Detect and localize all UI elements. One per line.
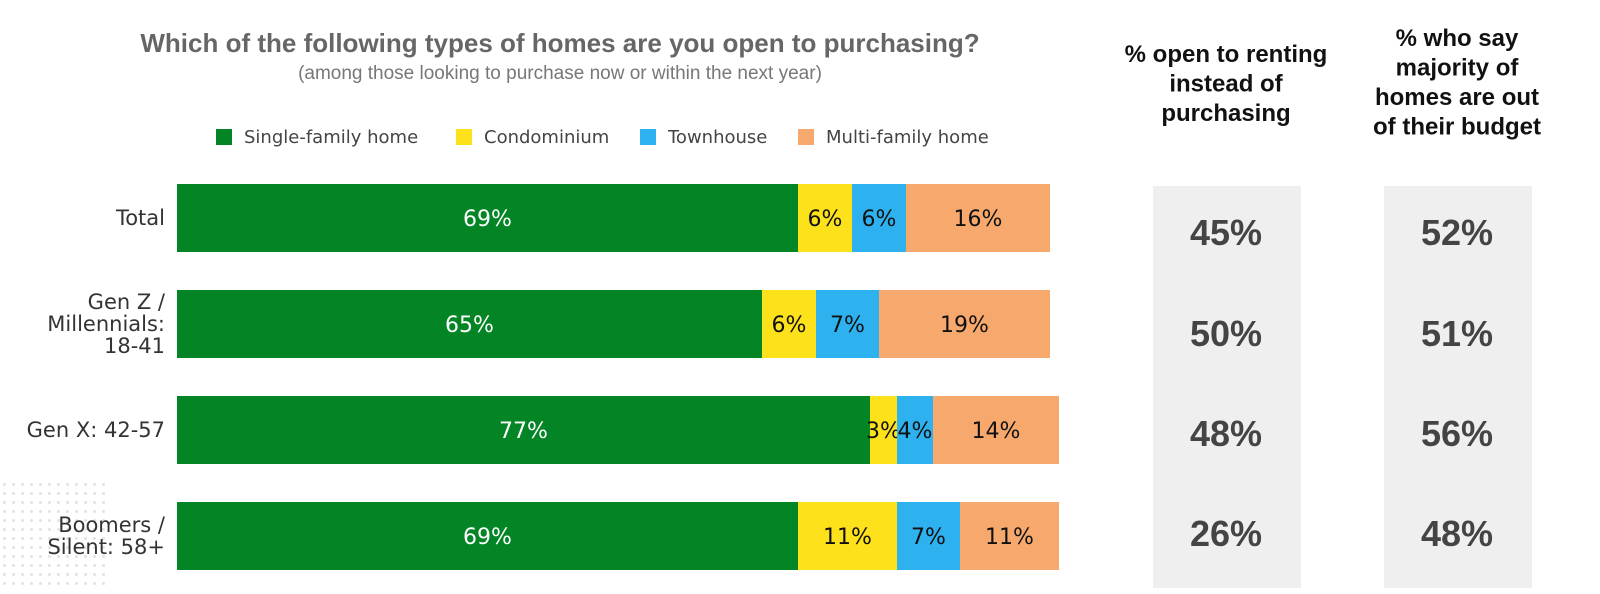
- side-column-value: 45%: [1190, 212, 1262, 253]
- side-column-header: majority of: [1396, 55, 1520, 82]
- bar-segment: [933, 396, 1059, 464]
- bar-segment: [906, 184, 1050, 252]
- bar-segment: [798, 184, 852, 252]
- bar-segment: [960, 502, 1059, 570]
- data-label: 16%: [954, 207, 1003, 232]
- bar-segment: [177, 290, 762, 358]
- legend-label: Condominium: [484, 127, 609, 148]
- data-label: 77%: [499, 419, 548, 444]
- side-column-header: % open to renting: [1125, 41, 1328, 68]
- bar-segment: [177, 396, 870, 464]
- data-label: 7%: [830, 313, 865, 338]
- category-label: Total: [115, 206, 165, 230]
- category-label: 18-41: [104, 334, 165, 358]
- data-label: 3%: [866, 419, 901, 444]
- bar-segment: [879, 290, 1050, 358]
- side-column-value: 48%: [1190, 413, 1262, 454]
- bar-segment: [177, 184, 798, 252]
- data-label: 6%: [772, 313, 807, 338]
- legend-label: Single-family home: [244, 127, 418, 148]
- side-column-panel: [1153, 186, 1301, 588]
- side-column-header: % who say: [1396, 25, 1519, 52]
- data-label: 6%: [862, 207, 897, 232]
- chart-subtitle: (among those looking to purchase now or …: [298, 63, 822, 84]
- side-column-header: purchasing: [1161, 100, 1290, 127]
- data-label: 19%: [940, 313, 989, 338]
- side-column-header: instead of: [1169, 71, 1283, 98]
- legend-swatch: [216, 129, 232, 145]
- category-label: Boomers /: [58, 513, 166, 537]
- legend-swatch: [456, 129, 472, 145]
- side-column-value: 48%: [1421, 513, 1493, 554]
- bar-segment: [816, 290, 879, 358]
- side-column-value: 52%: [1421, 212, 1493, 253]
- legend-swatch: [798, 129, 814, 145]
- bar-segment: [177, 502, 798, 570]
- side-column-value: 26%: [1190, 513, 1262, 554]
- side-column-value: 56%: [1421, 413, 1493, 454]
- data-label: 69%: [463, 207, 512, 232]
- data-label: 65%: [445, 313, 494, 338]
- legend-label: Townhouse: [667, 127, 767, 148]
- side-column-value: 51%: [1421, 313, 1493, 354]
- data-label: 69%: [463, 525, 512, 550]
- side-column-panel: [1384, 186, 1532, 588]
- data-label: 7%: [911, 525, 946, 550]
- bar-segment: [798, 502, 897, 570]
- legend-label: Multi-family home: [826, 127, 989, 148]
- data-label: 11%: [985, 525, 1034, 550]
- bar-segment: [870, 396, 897, 464]
- side-column-header: of their budget: [1373, 114, 1541, 141]
- category-label: Millennials:: [47, 312, 165, 336]
- bar-segment: [762, 290, 816, 358]
- decorative-dot-pattern: [0, 480, 110, 590]
- category-label: Silent: 58+: [47, 535, 165, 559]
- legend-swatch: [640, 129, 656, 145]
- chart-title: Which of the following types of homes ar…: [140, 28, 979, 58]
- data-label: 6%: [808, 207, 843, 232]
- data-label: 14%: [972, 419, 1021, 444]
- bar-segment: [897, 502, 960, 570]
- data-label: 4%: [898, 419, 933, 444]
- side-column-header: homes are out: [1375, 84, 1539, 111]
- category-label: Gen Z /: [88, 290, 166, 314]
- category-label: Gen X: 42-57: [27, 418, 165, 442]
- data-label: 11%: [823, 525, 872, 550]
- bar-segment: [852, 184, 906, 252]
- side-column-value: 50%: [1190, 313, 1262, 354]
- bar-segment: [897, 396, 933, 464]
